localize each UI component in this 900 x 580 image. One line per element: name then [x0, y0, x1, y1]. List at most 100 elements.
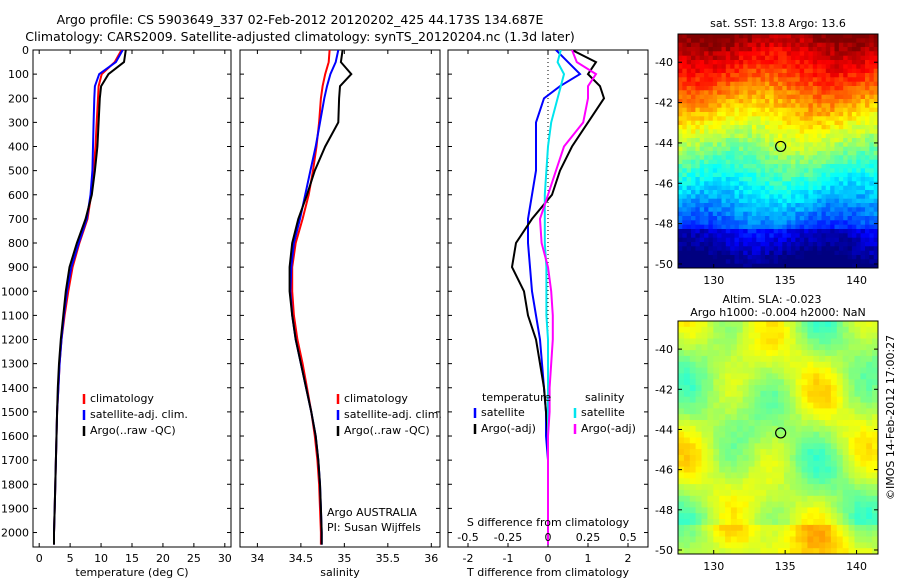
sst-map-cell	[778, 224, 783, 230]
sst-map-cell	[695, 94, 701, 100]
sla-map-cell	[789, 350, 797, 357]
sla-map-cell	[683, 396, 691, 404]
sla-map-cell	[689, 495, 697, 503]
sla-map-cell	[819, 443, 826, 450]
sst-map-cell	[869, 151, 875, 156]
sst-map-cell	[856, 55, 862, 61]
sst-map-cell	[843, 112, 849, 117]
sla-map-cell	[736, 472, 744, 479]
sst-map-cell	[851, 198, 857, 204]
sla-map-cell	[848, 449, 856, 456]
sst-map-cell	[769, 47, 775, 52]
sla-map-frame	[677, 320, 879, 555]
sst-map-cell	[821, 198, 827, 204]
sst-map-cell	[756, 155, 762, 161]
sst-map-cell	[773, 38, 779, 44]
sst-map-cell	[769, 246, 775, 252]
sla-map-cell	[825, 367, 832, 374]
sst-map-cell	[851, 203, 857, 208]
sst-map-cell	[730, 172, 736, 178]
sst-map-cell	[699, 177, 705, 182]
sst-map-cell	[682, 146, 688, 152]
depth-tick-label: 1900	[1, 502, 29, 515]
sst-map-cell	[691, 155, 696, 161]
sst-map-cell	[847, 181, 853, 187]
sst-map-cell	[838, 181, 844, 187]
sst-map-cell	[734, 155, 740, 161]
sst-map-cell	[799, 177, 805, 182]
sla-map-cell	[730, 466, 738, 473]
sst-map-cell	[760, 155, 766, 161]
sst-map-cell	[869, 181, 875, 187]
temperature-frame	[32, 49, 232, 548]
sla-map-cell	[801, 326, 808, 334]
sst-map-cell	[686, 159, 692, 165]
sst-map-cell	[678, 129, 683, 135]
sst-map-cell	[821, 90, 827, 96]
sst-map-cell	[730, 198, 736, 204]
sst-map-cell	[769, 211, 775, 217]
sst-map-cell	[721, 55, 727, 61]
sla-map-cell	[807, 396, 814, 404]
sla-map-cell	[842, 484, 850, 491]
sst-map-cell	[860, 81, 866, 87]
sla-map-cell	[748, 484, 756, 491]
sst-map-cell	[730, 116, 736, 122]
sst-map-cell	[699, 94, 705, 100]
sst-map-cell	[708, 198, 714, 204]
sst-map-cell	[734, 168, 740, 174]
sla-map-cell	[719, 431, 726, 439]
sst-map-cell	[843, 216, 849, 221]
sst-map-cell	[704, 229, 709, 234]
sst-map-cell	[821, 172, 827, 178]
diff-legend-heading: temperature	[482, 391, 551, 404]
sst-map-cell	[769, 207, 775, 213]
sla-map-cell	[825, 350, 832, 357]
sla-map-cell	[842, 379, 850, 386]
sst-map-cell	[717, 77, 722, 83]
sst-map-cell	[847, 64, 853, 70]
sla-map-cell	[683, 548, 691, 554]
sst-map-cell	[678, 211, 683, 217]
sst-map-cell	[834, 142, 840, 148]
sst-map-cell	[860, 151, 866, 156]
sst-map-cell	[869, 42, 875, 48]
sst-map-cell	[756, 237, 762, 243]
sla-map-cell	[754, 361, 761, 369]
sst-map-cell	[760, 86, 766, 91]
sla-map-cell	[789, 321, 797, 328]
sla-map-cell	[760, 420, 767, 427]
sla-map-cell	[730, 437, 738, 444]
sla-map-cell	[736, 385, 744, 392]
sst-map-cell	[847, 159, 853, 165]
sst-map-cell	[738, 164, 744, 169]
sst-map-cell	[725, 94, 731, 100]
sst-map-cell	[717, 181, 722, 187]
sst-map-cell	[704, 177, 709, 182]
sst-map-cell	[782, 103, 788, 109]
sla-map-cell	[813, 344, 820, 351]
sla-map-cell	[848, 466, 856, 473]
sla-map-cell	[860, 548, 867, 554]
sla-map-cell	[713, 536, 720, 543]
sst-map-cell	[821, 138, 827, 143]
sst-map-cell	[847, 120, 853, 126]
sla-map-cell	[736, 449, 744, 456]
sla-map-cell	[836, 355, 844, 363]
sla-map-cell	[701, 501, 708, 508]
sst-map-cell	[825, 220, 831, 226]
sla-map-cell	[683, 338, 691, 345]
sla-map-cell	[760, 385, 767, 392]
sla-map-cell	[748, 530, 756, 538]
sst-map-cell	[773, 81, 779, 87]
sst-map-cell	[856, 242, 862, 247]
sst-map-cell	[686, 38, 692, 44]
sst-map-cell	[786, 246, 792, 252]
sla-map-cell	[819, 350, 826, 357]
sst-map-cell	[782, 68, 788, 74]
sst-map-cell	[743, 259, 749, 265]
sst-map-cell	[812, 103, 818, 109]
sst-map-cell	[704, 38, 709, 44]
sst-map-cell	[851, 129, 857, 135]
sst-map-cell	[847, 164, 853, 169]
